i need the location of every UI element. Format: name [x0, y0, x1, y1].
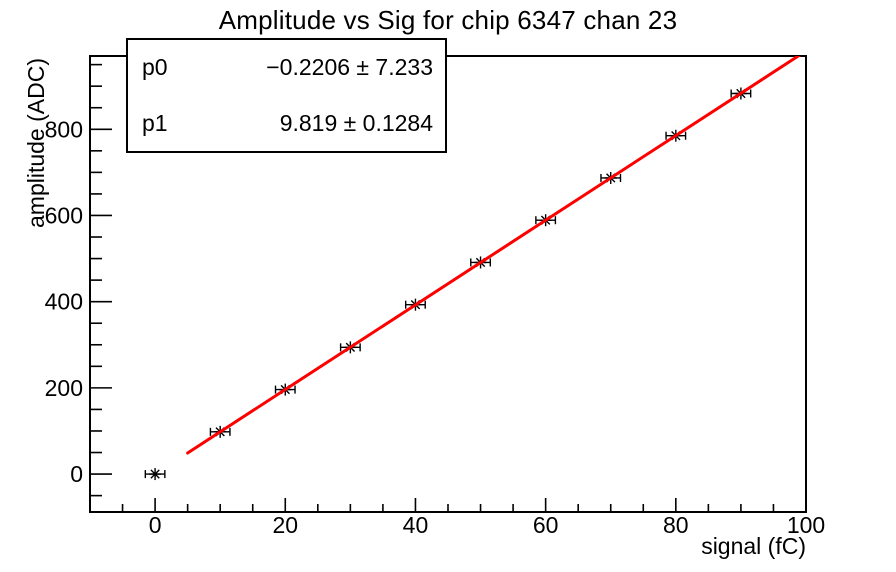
svg-text:80: 80	[663, 512, 689, 538]
svg-text:0: 0	[149, 512, 162, 538]
svg-text:400: 400	[45, 289, 83, 315]
stats-param-name: p0	[142, 54, 168, 81]
svg-text:600: 600	[45, 202, 83, 228]
svg-text:200: 200	[45, 375, 83, 401]
chart-title: Amplitude vs Sig for chip 6347 chan 23	[218, 5, 678, 35]
svg-text:20: 20	[272, 512, 298, 538]
svg-text:800: 800	[45, 116, 83, 142]
x-axis-title: signal (fC)	[701, 533, 806, 559]
fit-stats-box: p0 −0.2206 ± 7.233 p1 9.819 ± 0.1284	[126, 38, 447, 153]
svg-text:0: 0	[70, 461, 83, 487]
stats-param-name: p1	[142, 109, 168, 136]
svg-text:100: 100	[787, 512, 825, 538]
y-axis-title: amplitude (ADC)	[23, 58, 49, 228]
svg-text:60: 60	[533, 512, 559, 538]
stats-param-value: −0.2206 ± 7.233	[266, 54, 433, 81]
stats-row-p1: p1 9.819 ± 0.1284	[128, 110, 445, 137]
stats-row-p0: p0 −0.2206 ± 7.233	[128, 54, 445, 81]
stats-param-value: 9.819 ± 0.1284	[279, 109, 433, 136]
svg-text:40: 40	[403, 512, 429, 538]
